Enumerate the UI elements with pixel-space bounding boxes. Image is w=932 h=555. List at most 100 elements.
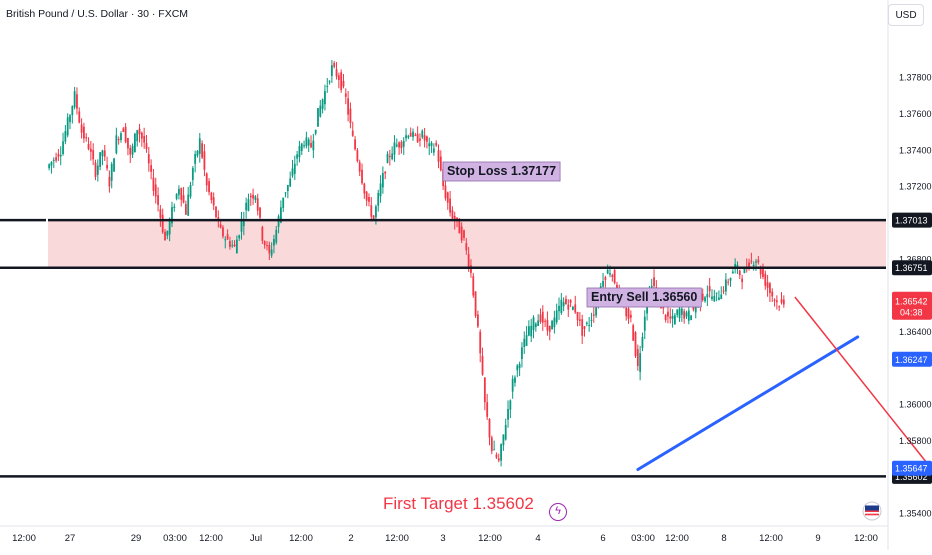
candle-body[interactable]	[569, 299, 572, 303]
candle-body[interactable]	[131, 145, 134, 155]
candle-body[interactable]	[245, 202, 248, 211]
entry-sell-label[interactable]: Entry Sell 1.36560	[586, 287, 702, 308]
candle-body[interactable]	[476, 314, 479, 327]
candle-body[interactable]	[534, 323, 537, 328]
candle-body[interactable]	[567, 304, 570, 310]
candle-body[interactable]	[463, 230, 465, 238]
candle-body[interactable]	[667, 311, 669, 317]
candle-body[interactable]	[588, 324, 591, 326]
candle-body[interactable]	[393, 142, 396, 155]
candle-body[interactable]	[435, 142, 438, 146]
candle-body[interactable]	[333, 63, 336, 67]
candle-body[interactable]	[687, 310, 690, 321]
candle-body[interactable]	[467, 253, 470, 268]
candle-body[interactable]	[581, 319, 584, 336]
candle-body[interactable]	[483, 377, 486, 403]
candle-body[interactable]	[215, 206, 217, 218]
lightning-icon[interactable]: ϟ	[549, 503, 567, 521]
candle-body[interactable]	[198, 138, 201, 154]
candle-body[interactable]	[110, 164, 113, 181]
candle-body[interactable]	[757, 259, 760, 263]
candle-body[interactable]	[330, 65, 333, 76]
candle-body[interactable]	[511, 378, 514, 392]
candle-body[interactable]	[729, 278, 732, 281]
candle-body[interactable]	[117, 139, 120, 141]
candle-body[interactable]	[551, 320, 553, 330]
candle-body[interactable]	[273, 239, 275, 246]
candle-body[interactable]	[103, 150, 106, 157]
candle-body[interactable]	[632, 325, 635, 341]
candle-body[interactable]	[481, 355, 484, 375]
candle-body[interactable]	[752, 264, 755, 266]
candle-body[interactable]	[48, 164, 51, 169]
candle-body[interactable]	[548, 325, 551, 332]
candle-body[interactable]	[764, 273, 767, 286]
candle-body[interactable]	[407, 135, 410, 138]
candle-body[interactable]	[771, 291, 774, 297]
candle-body[interactable]	[310, 142, 312, 148]
candle-body[interactable]	[370, 205, 373, 217]
candle-body[interactable]	[62, 141, 64, 155]
candle-body[interactable]	[766, 282, 769, 288]
candle-body[interactable]	[738, 270, 741, 276]
candle-body[interactable]	[606, 269, 609, 274]
candle-body[interactable]	[108, 176, 111, 187]
candle-body[interactable]	[602, 280, 604, 287]
candle-body[interactable]	[426, 136, 428, 142]
candle-body[interactable]	[458, 219, 461, 234]
candle-body[interactable]	[650, 285, 653, 289]
candle-body[interactable]	[280, 207, 282, 223]
drawings[interactable]: Stop Loss 1.37177 Entry Sell 1.36560 First…	[383, 161, 932, 524]
candle-body[interactable]	[326, 86, 329, 88]
candle-body[interactable]	[509, 400, 512, 410]
candle-body[interactable]	[414, 134, 417, 136]
candle-body[interactable]	[671, 315, 674, 319]
candle-body[interactable]	[64, 131, 67, 142]
candle-body[interactable]	[724, 279, 727, 292]
candle-body[interactable]	[611, 274, 614, 277]
candle-body[interactable]	[453, 215, 456, 222]
candle-body[interactable]	[314, 129, 317, 134]
candle-body[interactable]	[235, 239, 238, 254]
candle-body[interactable]	[150, 165, 153, 172]
candle-body[interactable]	[342, 80, 345, 87]
candle-body[interactable]	[643, 316, 646, 331]
candle-body[interactable]	[446, 192, 449, 203]
candle-body[interactable]	[537, 320, 540, 326]
candle-body[interactable]	[514, 377, 516, 383]
candle-body[interactable]	[451, 210, 454, 219]
candle-body[interactable]	[219, 224, 222, 228]
candle-body[interactable]	[523, 338, 526, 348]
candles[interactable]	[48, 60, 785, 467]
candle-body[interactable]	[521, 347, 523, 359]
candle-body[interactable]	[474, 291, 477, 317]
candle-body[interactable]	[168, 219, 171, 235]
candle-body[interactable]	[775, 300, 778, 303]
candle-body[interactable]	[254, 196, 257, 200]
candle-body[interactable]	[532, 317, 535, 331]
candle-body[interactable]	[639, 353, 642, 372]
candle-body[interactable]	[203, 151, 206, 170]
candle-body[interactable]	[152, 177, 155, 191]
currency-selector[interactable]: USD	[888, 4, 924, 26]
candle-body[interactable]	[490, 437, 493, 452]
candle-body[interactable]	[231, 245, 234, 247]
candle-body[interactable]	[430, 142, 433, 147]
candle-body[interactable]	[321, 99, 324, 109]
candle-body[interactable]	[669, 316, 672, 319]
candle-body[interactable]	[284, 192, 287, 194]
candle-body[interactable]	[83, 126, 85, 139]
candle-body[interactable]	[66, 117, 69, 136]
candle-body[interactable]	[96, 165, 99, 175]
candle-body[interactable]	[782, 299, 785, 305]
candle-body[interactable]	[76, 94, 78, 109]
candle-body[interactable]	[493, 449, 496, 451]
candle-body[interactable]	[229, 241, 231, 247]
candle-body[interactable]	[692, 306, 695, 310]
candle-body[interactable]	[578, 319, 581, 321]
candle-body[interactable]	[69, 115, 71, 123]
candle-body[interactable]	[171, 207, 173, 224]
candle-body[interactable]	[646, 306, 648, 314]
